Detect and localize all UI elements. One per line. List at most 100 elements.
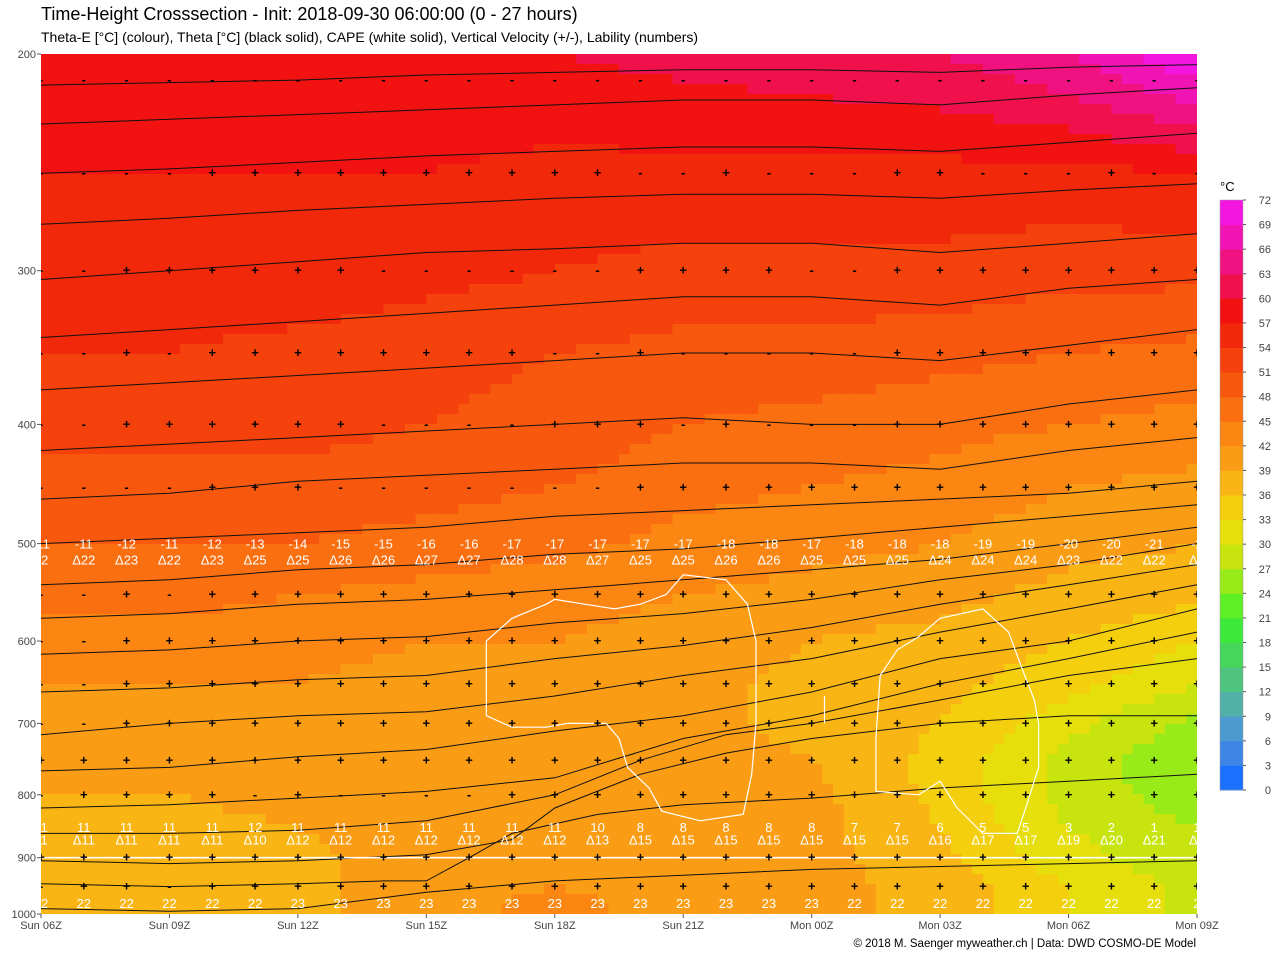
thetae-cell <box>661 84 674 95</box>
thetae-cell <box>1186 284 1197 295</box>
thetae-cell <box>180 354 192 365</box>
thetae-cell <box>479 54 492 65</box>
thetae-cell <box>940 84 952 95</box>
thetae-cell <box>1143 74 1155 85</box>
thetae-cell <box>1100 64 1112 75</box>
thetae-cell <box>554 424 567 435</box>
thetae-cell <box>1015 204 1027 215</box>
thetae-cell <box>394 454 406 465</box>
thetae-cell <box>929 334 941 345</box>
thetae-cell <box>1143 264 1155 275</box>
thetae-cell <box>897 374 909 385</box>
thetae-cell <box>372 124 385 135</box>
thetae-cell <box>651 64 663 75</box>
thetae-cell <box>683 154 695 165</box>
thetae-cell <box>158 94 171 105</box>
thetae-cell <box>83 464 96 475</box>
thetae-cell <box>586 224 599 235</box>
thetae-cell <box>554 304 567 315</box>
thetae-cell <box>479 444 492 455</box>
thetae-cell <box>1036 164 1048 175</box>
thetae-cell <box>875 454 888 465</box>
thetae-cell <box>1132 74 1145 85</box>
thetae-cell <box>62 284 74 295</box>
thetae-cell <box>693 374 706 385</box>
thetae-cell <box>586 284 599 295</box>
thetae-cell <box>469 404 481 415</box>
thetae-cell <box>586 154 599 165</box>
thetae-cell <box>276 224 288 235</box>
thetae-cell <box>276 384 288 395</box>
thetae-cell <box>383 394 395 405</box>
thetae-cell <box>479 194 492 205</box>
thetae-cell <box>693 84 706 95</box>
thetae-cell <box>265 464 278 475</box>
thetae-cell <box>672 274 684 285</box>
thetae-cell <box>619 224 631 235</box>
thetae-cell <box>961 124 973 135</box>
thetae-cell <box>330 284 342 295</box>
thetae-cell <box>833 354 845 365</box>
thetae-cell <box>511 104 524 115</box>
thetae-cell <box>854 334 866 345</box>
thetae-cell <box>1132 114 1145 125</box>
thetae-cell <box>244 174 256 185</box>
thetae-cell <box>511 484 524 495</box>
thetae-cell <box>619 314 631 325</box>
thetae-cell <box>822 374 834 385</box>
thetae-cell <box>800 434 813 445</box>
thetae-cell <box>1015 454 1027 465</box>
thetae-cell <box>1004 214 1016 225</box>
thetae-cell <box>1089 434 1102 445</box>
thetae-cell <box>833 204 845 215</box>
thetae-cell <box>404 504 417 515</box>
thetae-cell <box>843 434 856 445</box>
thetae-cell <box>961 244 973 255</box>
thetae-cell <box>908 224 920 235</box>
thetae-cell <box>747 174 759 185</box>
thetae-cell <box>704 274 716 285</box>
thetae-cell <box>447 504 460 515</box>
thetae-cell <box>1111 174 1123 185</box>
thetae-cell <box>790 284 802 295</box>
thetae-cell <box>1068 484 1080 495</box>
thetae-cell <box>929 264 941 275</box>
thetae-cell <box>394 144 406 155</box>
thetae-cell <box>586 464 599 475</box>
thetae-cell <box>1089 454 1102 465</box>
thetae-cell <box>897 84 909 95</box>
thetae-cell <box>51 414 63 425</box>
thetae-cell <box>704 304 716 315</box>
thetae-cell <box>586 74 599 85</box>
thetae-cell <box>1047 144 1059 155</box>
thetae-cell <box>875 104 888 115</box>
thetae-cell <box>1036 264 1048 275</box>
thetae-cell <box>148 494 160 505</box>
thetae-cell <box>940 164 952 175</box>
thetae-cell <box>255 254 267 265</box>
thetae-cell <box>426 354 438 365</box>
thetae-cell <box>629 344 641 355</box>
thetae-cell <box>1164 204 1177 215</box>
thetae-cell <box>437 494 449 505</box>
thetae-cell <box>704 464 716 475</box>
thetae-cell <box>843 54 856 65</box>
thetae-cell <box>415 304 427 315</box>
thetae-cell <box>1122 494 1134 505</box>
thetae-cell <box>469 374 481 385</box>
thetae-cell <box>415 454 427 465</box>
thetae-cell <box>1057 404 1070 415</box>
thetae-cell <box>554 114 567 125</box>
thetae-cell <box>276 364 288 375</box>
thetae-cell <box>672 214 684 225</box>
thetae-cell <box>747 214 759 225</box>
thetae-cell <box>822 284 834 295</box>
thetae-cell <box>383 494 395 505</box>
thetae-cell <box>51 504 63 515</box>
thetae-cell <box>415 294 427 305</box>
thetae-cell <box>41 264 53 275</box>
thetae-cell <box>533 234 545 245</box>
thetae-cell <box>190 474 203 485</box>
thetae-cell <box>800 314 813 325</box>
thetae-cell <box>726 274 738 285</box>
